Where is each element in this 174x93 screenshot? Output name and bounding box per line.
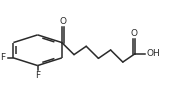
Text: O: O — [59, 17, 66, 26]
Text: F: F — [0, 53, 5, 62]
Text: OH: OH — [146, 49, 160, 58]
Text: F: F — [35, 71, 40, 80]
Text: O: O — [130, 29, 138, 38]
